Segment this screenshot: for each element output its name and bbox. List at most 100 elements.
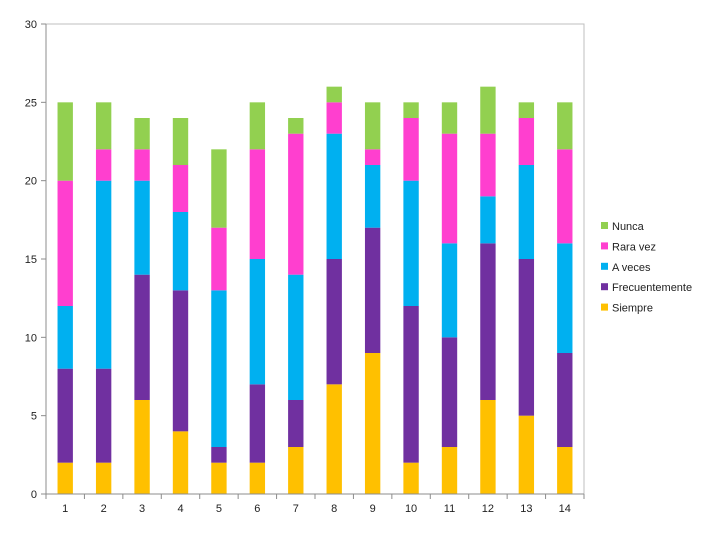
legend-label: Siempre [612, 303, 653, 315]
bar-segment-frecuentemente [249, 384, 266, 463]
bar-segment-a-veces [326, 133, 342, 259]
x-tick-label: 11 [444, 503, 455, 515]
y-tick-label: 25 [25, 97, 37, 109]
x-tick-label: 4 [177, 503, 183, 515]
bar-segment-frecuentemente [557, 353, 573, 447]
bar-segment-frecuentemente [326, 259, 342, 385]
bar-segment-a-veces [441, 243, 458, 338]
bar-segment-siempre [557, 447, 573, 494]
y-tick-label: 0 [31, 489, 37, 501]
bar-segment-frecuentemente [288, 400, 304, 447]
bar-segment-siempre [95, 462, 112, 494]
legend: Nunca Rara vez A veces Frecuentemente Siempr… [601, 221, 692, 315]
bar-segment-rara-vez [364, 149, 381, 165]
bars [57, 86, 573, 494]
bar-segment-rara-vez [403, 118, 419, 181]
x-tick-label: 2 [101, 503, 107, 515]
bar-segment-a-veces [518, 165, 535, 259]
legend-label: Nunca [612, 221, 645, 233]
bar-segment-rara-vez [557, 149, 573, 244]
bar-segment-frecuentemente [57, 368, 73, 463]
x-tick-label: 6 [254, 503, 260, 515]
bar-segment-nunca [480, 86, 496, 134]
x-tick-label: 3 [139, 503, 145, 515]
legend-label: Frecuentemente [612, 282, 692, 294]
legend-label: Rara vez [612, 241, 656, 253]
bar-segment-frecuentemente [403, 306, 419, 463]
legend-swatch [601, 242, 608, 250]
x-tick-label: 9 [370, 503, 376, 515]
bar-segment-frecuentemente [211, 447, 227, 463]
bar-segment-rara-vez [518, 118, 535, 165]
x-tick-label: 10 [405, 503, 417, 515]
bar-segment-siempre [134, 400, 150, 494]
bar-segment-siempre [403, 462, 419, 494]
bar-segment-siempre [211, 462, 227, 494]
legend-label: A veces [612, 262, 651, 274]
bar-segment-frecuentemente [134, 274, 150, 400]
y-tick-label: 10 [25, 332, 37, 344]
bar-segment-frecuentemente [95, 368, 112, 463]
x-tick-label: 12 [482, 503, 494, 515]
bar-segment-rara-vez [480, 133, 496, 197]
bar-segment-siempre [57, 462, 73, 494]
bar-segment-rara-vez [134, 149, 150, 181]
bar-segment-rara-vez [57, 180, 73, 306]
plot-border [45, 23, 585, 495]
bar-segment-nunca [403, 102, 419, 118]
bar-segment-nunca [249, 102, 266, 150]
bar-segment-nunca [57, 102, 73, 181]
bar-segment-nunca [172, 118, 189, 165]
bar-segment-siempre [441, 447, 458, 494]
bar-segment-frecuentemente [441, 337, 458, 447]
y-tick-label: 5 [31, 411, 37, 423]
bar-segment-siempre [288, 447, 304, 494]
bar-segment-frecuentemente [480, 243, 496, 400]
bar-segment-siempre [172, 431, 189, 494]
bar-segment-siempre [518, 415, 535, 494]
plot-area [45, 23, 585, 495]
legend-swatch [601, 262, 608, 270]
bar-segment-a-veces [95, 180, 112, 369]
bar-segment-nunca [364, 102, 381, 150]
bar-segment-siempre [480, 400, 496, 494]
bar-segment-nunca [288, 118, 304, 134]
bar-segment-nunca [326, 86, 342, 103]
bar-segment-a-veces [403, 180, 419, 306]
y-tick-label: 30 [25, 19, 37, 31]
bar-segment-frecuentemente [518, 259, 535, 416]
bar-segment-a-veces [57, 306, 73, 369]
x-tick-label: 5 [216, 503, 222, 515]
bar-segment-rara-vez [326, 102, 342, 134]
x-tick-label: 8 [331, 503, 337, 515]
bar-segment-frecuentemente [364, 227, 381, 353]
y-tick-label: 20 [25, 176, 37, 188]
bar-segment-a-veces [480, 196, 496, 244]
bar-segment-rara-vez [288, 133, 304, 275]
bar-segment-nunca [211, 149, 227, 228]
bar-segment-rara-vez [441, 133, 458, 244]
bar-segment-nunca [557, 102, 573, 150]
x-axis: 1 2 3 4 5 6 7 8 9 10 11 12 13 14 [45, 493, 585, 515]
legend-swatch [601, 222, 608, 229]
bar-segment-nunca [95, 102, 112, 150]
bar-segment-nunca [518, 102, 535, 118]
y-tick-label: 15 [25, 254, 37, 266]
bar-segment-a-veces [134, 180, 150, 275]
bar-segment-rara-vez [95, 149, 112, 181]
bar-segment-rara-vez [172, 165, 189, 212]
legend-swatch [601, 303, 608, 311]
bar-segment-nunca [134, 118, 150, 150]
y-axis: 0 5 10 15 20 25 30 [25, 19, 47, 501]
x-tick-label: 7 [293, 503, 299, 515]
bar-segment-a-veces [557, 243, 573, 353]
bar-segment-rara-vez [211, 227, 227, 291]
bar-segment-a-veces [288, 274, 304, 400]
bar-segment-siempre [326, 384, 342, 494]
bar-segment-a-veces [172, 212, 189, 291]
x-tick-label: 13 [520, 503, 532, 515]
bar-segment-a-veces [249, 259, 266, 385]
bar-segment-a-veces [211, 290, 227, 447]
